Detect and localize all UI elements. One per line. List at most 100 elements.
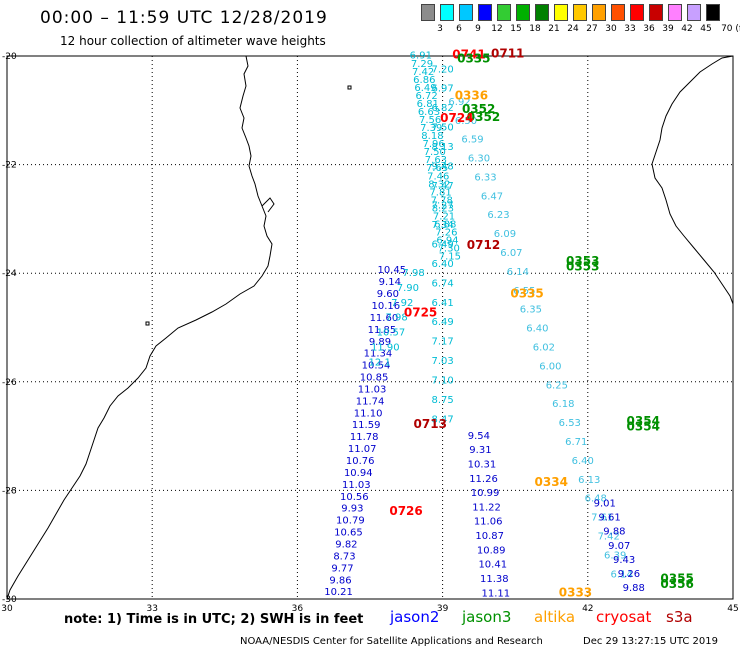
legend-item-jason3: jason3 bbox=[462, 608, 512, 626]
y-tick-label: -30 bbox=[2, 595, 17, 605]
scale-label: 39 bbox=[662, 24, 674, 34]
track-value: 7.47 bbox=[431, 181, 453, 192]
track-value: 6.48 bbox=[585, 494, 607, 505]
track-value: 6.63 bbox=[418, 107, 440, 118]
track-value: 6.94 bbox=[436, 236, 458, 247]
track-value: 6.72 bbox=[415, 91, 437, 102]
y-tick-label: -24 bbox=[2, 269, 17, 279]
track-value: 11.59 bbox=[352, 420, 381, 431]
scale-label: 12 bbox=[491, 24, 503, 34]
track-value: 8.32 bbox=[428, 179, 450, 190]
track-value: 6.30 bbox=[468, 154, 490, 165]
track-value: 6.49 bbox=[431, 317, 453, 328]
track-value: 10.76 bbox=[346, 456, 375, 467]
track-value: 10.31 bbox=[468, 459, 497, 470]
track-value: 7.34 bbox=[431, 220, 453, 231]
track-value: 6.41 bbox=[431, 298, 453, 309]
pass-time-label: 0712 bbox=[467, 238, 500, 252]
track-value: 10.99 bbox=[471, 488, 500, 499]
x-tick-label: 45 bbox=[727, 604, 738, 614]
y-tick-label: -28 bbox=[2, 486, 17, 496]
track-value: 6.40 bbox=[431, 259, 453, 270]
track-value: 12.1 bbox=[369, 358, 391, 369]
pass-labels: 0711074103350336035203520724071203530353… bbox=[389, 47, 693, 600]
track-value: 9.26 bbox=[618, 569, 640, 580]
track-value: 6.47 bbox=[481, 191, 503, 202]
legend-item-cryosat: cryosat bbox=[596, 608, 652, 626]
scale-swatch bbox=[668, 4, 682, 21]
x-tick-label: 39 bbox=[437, 604, 449, 614]
track-value: 7.92 bbox=[391, 298, 413, 309]
track-value: 7.56 bbox=[419, 115, 441, 126]
scale-label: 30 bbox=[605, 24, 617, 34]
track-value: 6.23 bbox=[487, 210, 509, 221]
inhambane-cape bbox=[261, 197, 275, 213]
track-value: 11.90 bbox=[371, 343, 400, 354]
track-value: 10.79 bbox=[336, 516, 365, 527]
track-value: 6.81 bbox=[417, 99, 439, 110]
x-tick-label: 36 bbox=[292, 604, 304, 614]
track-value: 9.54 bbox=[468, 431, 490, 442]
track-value: 7.03 bbox=[431, 356, 453, 367]
pass-time-label: 0352 bbox=[467, 110, 500, 124]
scale-swatch bbox=[478, 4, 492, 21]
scale-label: 9 bbox=[475, 24, 481, 34]
pass-time-label: 0354 bbox=[627, 414, 660, 428]
track-value: 7.42 bbox=[412, 67, 434, 78]
track-value: 6.40 bbox=[572, 456, 594, 467]
track-value: 9.07 bbox=[608, 541, 630, 552]
pass-time-label: 0335 bbox=[457, 52, 490, 66]
scale-label: 21 bbox=[548, 24, 560, 34]
track-value: 11.22 bbox=[472, 502, 501, 513]
track-value: 10.16 bbox=[372, 301, 401, 312]
scale-swatch bbox=[554, 4, 568, 21]
pass-time-label: 0711 bbox=[491, 47, 524, 61]
track-value: 9.82 bbox=[335, 539, 357, 550]
track-value: 6.33 bbox=[474, 172, 496, 183]
track-value: 7.61 bbox=[591, 513, 613, 524]
track-value: 6.02 bbox=[533, 343, 555, 354]
track-value: 7.20 bbox=[431, 64, 453, 75]
satellite-tracks: 6.917.297.426.866.496.726.816.637.567.39… bbox=[324, 51, 645, 600]
track-value: 7.26 bbox=[435, 228, 457, 239]
track-value: 9.77 bbox=[331, 563, 353, 574]
island-small bbox=[145, 321, 150, 326]
track-value: 7.30 bbox=[438, 244, 460, 255]
track-value: 6.00 bbox=[539, 361, 561, 372]
track-value: 10.56 bbox=[340, 492, 369, 503]
track-value: 7.63 bbox=[425, 155, 447, 166]
track-value: 6.14 bbox=[611, 569, 633, 580]
track-value: 8.23 bbox=[432, 203, 454, 214]
scale-label: 6 bbox=[456, 24, 462, 34]
pass-time-label: 0741 bbox=[452, 48, 485, 62]
generated-timestamp: Dec 29 13:27:15 UTC 2019 bbox=[583, 636, 718, 647]
track-value: 9.48 bbox=[431, 162, 453, 173]
track-value: 6.55 bbox=[513, 286, 535, 297]
x-tick-label: 30 bbox=[1, 604, 13, 614]
track-value: 8.73 bbox=[333, 551, 355, 562]
track-value: 10.94 bbox=[344, 468, 373, 479]
track-value: 6.09 bbox=[494, 229, 516, 240]
track-value: 6.74 bbox=[431, 278, 453, 289]
scale-swatch bbox=[592, 4, 606, 21]
track-value: 7.65 bbox=[426, 163, 448, 174]
scale-swatch bbox=[516, 4, 530, 21]
scale-swatch bbox=[440, 4, 454, 21]
track-value: 6.25 bbox=[546, 380, 568, 391]
track-value: 6.49 bbox=[431, 239, 453, 250]
track-value: 7.98 bbox=[402, 268, 424, 279]
madagascar-coastline bbox=[651, 55, 734, 305]
scale-swatch bbox=[535, 4, 549, 21]
track-value: 8.75 bbox=[431, 395, 453, 406]
legend-item-jason2: jason2 bbox=[390, 608, 440, 626]
track-value: 7.50 bbox=[424, 147, 446, 158]
track-value: 6.49 bbox=[414, 83, 436, 94]
pass-time-label: 0356 bbox=[660, 577, 693, 591]
track-value: 11.26 bbox=[469, 474, 498, 485]
track-value: 9.61 bbox=[598, 513, 620, 524]
y-tick-label: -22 bbox=[2, 161, 17, 171]
track-value: 9.14 bbox=[379, 277, 401, 288]
legend-item-s3a: s3a bbox=[666, 608, 693, 626]
pass-time-label: 0725 bbox=[404, 306, 437, 320]
pass-time-label: 0354 bbox=[627, 420, 660, 434]
